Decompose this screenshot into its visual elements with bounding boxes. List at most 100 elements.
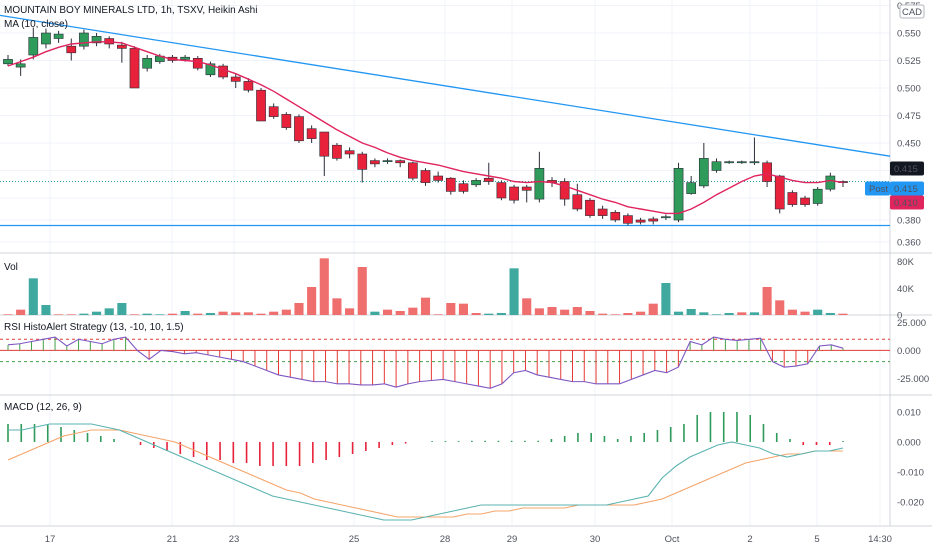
volume-bar[interactable] xyxy=(193,313,203,315)
candle[interactable] xyxy=(585,198,595,218)
candle[interactable] xyxy=(635,217,646,225)
volume-bar[interactable] xyxy=(496,313,506,315)
candle[interactable] xyxy=(559,178,570,206)
volume-bar[interactable] xyxy=(699,312,709,315)
candle[interactable] xyxy=(483,162,494,185)
candle[interactable] xyxy=(344,147,355,159)
candle[interactable] xyxy=(243,78,254,93)
candle[interactable] xyxy=(521,184,532,203)
volume-bar[interactable] xyxy=(205,313,215,315)
candle[interactable] xyxy=(597,205,608,219)
candle[interactable] xyxy=(306,125,317,143)
volume-bar[interactable] xyxy=(307,287,317,315)
volume-bar[interactable] xyxy=(370,311,380,315)
volume-bar[interactable] xyxy=(648,303,658,315)
volume-bar[interactable] xyxy=(281,309,291,315)
candle[interactable] xyxy=(370,158,380,168)
volume-bar[interactable] xyxy=(813,309,823,315)
volume-bar[interactable] xyxy=(180,311,190,315)
volume-bar[interactable] xyxy=(623,313,633,315)
volume-bar[interactable] xyxy=(711,314,722,315)
candle[interactable] xyxy=(41,28,51,49)
volume-bar[interactable] xyxy=(661,283,671,315)
candle[interactable] xyxy=(357,151,368,183)
volume-bar[interactable] xyxy=(762,287,772,315)
trend-line[interactable] xyxy=(0,14,891,157)
candle[interactable] xyxy=(256,88,266,122)
volume-bar[interactable] xyxy=(79,313,89,315)
candle[interactable] xyxy=(433,171,444,183)
volume-bar[interactable] xyxy=(319,258,329,315)
volume-bar[interactable] xyxy=(218,311,228,315)
candle[interactable] xyxy=(205,61,216,77)
price-pane[interactable] xyxy=(0,14,891,227)
volume-bar[interactable] xyxy=(3,314,13,315)
candle[interactable] xyxy=(774,174,785,214)
volume-bar[interactable] xyxy=(446,303,456,315)
volume-bar[interactable] xyxy=(420,297,431,315)
candle[interactable] xyxy=(471,178,481,187)
candle[interactable] xyxy=(142,55,153,72)
volume-bar[interactable] xyxy=(231,312,241,315)
volume-bar[interactable] xyxy=(167,313,178,315)
candle[interactable] xyxy=(623,213,633,226)
candle[interactable] xyxy=(648,216,659,225)
candle[interactable] xyxy=(28,27,39,60)
candle[interactable] xyxy=(800,195,810,207)
candle[interactable] xyxy=(534,151,545,203)
volume-bar[interactable] xyxy=(737,312,747,315)
volume-bar[interactable] xyxy=(54,314,64,315)
candle[interactable] xyxy=(610,210,621,223)
candle[interactable] xyxy=(192,56,203,71)
volume-bar[interactable] xyxy=(509,268,519,315)
volume-bar[interactable] xyxy=(408,307,418,315)
candle[interactable] xyxy=(218,63,228,80)
candle[interactable] xyxy=(736,160,747,164)
volume-bar[interactable] xyxy=(357,267,367,315)
candle[interactable] xyxy=(749,137,760,166)
candle[interactable] xyxy=(117,41,127,63)
volume-bar[interactable] xyxy=(749,312,759,315)
volume-bar[interactable] xyxy=(332,298,342,315)
candle[interactable] xyxy=(91,33,102,47)
candle[interactable] xyxy=(66,38,77,61)
rsi-pane[interactable] xyxy=(0,336,890,389)
volume-bar[interactable] xyxy=(41,305,51,315)
candle[interactable] xyxy=(686,176,697,195)
volume-bar[interactable] xyxy=(28,278,38,315)
volume-bar[interactable] xyxy=(243,312,253,315)
volume-bar[interactable] xyxy=(686,309,696,315)
candle[interactable] xyxy=(79,29,89,50)
volume-bar[interactable] xyxy=(787,309,797,315)
volume-bar[interactable] xyxy=(800,311,810,315)
candle[interactable] xyxy=(230,73,241,88)
volume-bar[interactable] xyxy=(269,311,279,315)
volume-bar[interactable] xyxy=(838,313,848,315)
candle[interactable] xyxy=(509,184,519,204)
candle[interactable] xyxy=(420,168,431,186)
volume-bar[interactable] xyxy=(534,308,544,315)
volume-bar[interactable] xyxy=(92,311,102,315)
volume-bar[interactable] xyxy=(117,303,127,315)
volume-bar[interactable] xyxy=(433,314,443,315)
volume-bar[interactable] xyxy=(585,311,595,315)
candle[interactable] xyxy=(445,177,456,195)
candle[interactable] xyxy=(812,187,823,206)
volume-bar[interactable] xyxy=(471,313,481,315)
candle[interactable] xyxy=(3,55,13,66)
candle[interactable] xyxy=(724,160,734,164)
candle[interactable] xyxy=(382,158,393,164)
volume-bar[interactable] xyxy=(825,313,835,315)
volume-bar[interactable] xyxy=(256,313,266,315)
volume-bar[interactable] xyxy=(775,300,785,315)
volume-bar[interactable] xyxy=(560,309,570,315)
candle[interactable] xyxy=(698,143,709,189)
volume-bar[interactable] xyxy=(610,314,620,315)
volume-bar[interactable] xyxy=(547,307,557,315)
volume-bar[interactable] xyxy=(636,311,646,315)
volume-bar[interactable] xyxy=(16,309,26,315)
volume-bar[interactable] xyxy=(129,314,140,315)
candle[interactable] xyxy=(407,161,418,181)
candle[interactable] xyxy=(395,159,406,168)
candle[interactable] xyxy=(458,180,469,194)
